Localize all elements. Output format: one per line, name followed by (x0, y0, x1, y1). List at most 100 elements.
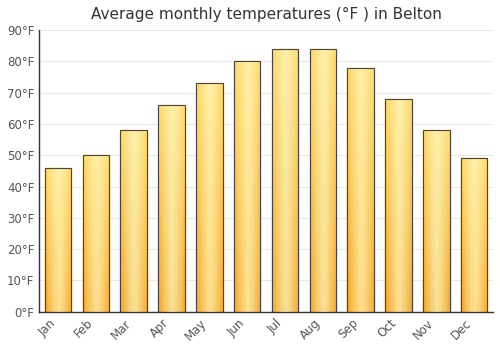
Bar (348, 256, 374, 258)
Bar (461, 284, 487, 286)
Bar (82, 302, 109, 304)
Bar (169, 105, 170, 312)
Bar (310, 93, 336, 96)
Bar (243, 61, 244, 312)
Bar (234, 66, 260, 69)
Bar (196, 300, 222, 303)
Bar (158, 258, 185, 260)
Bar (272, 280, 298, 283)
Bar (310, 49, 336, 51)
Bar (386, 105, 411, 107)
Bar (348, 224, 374, 226)
Bar (120, 206, 147, 208)
Bar (423, 295, 450, 297)
Bar (423, 201, 450, 203)
Bar (158, 192, 185, 194)
Bar (461, 178, 487, 180)
Bar (348, 248, 374, 251)
Bar (272, 125, 298, 128)
Bar (348, 107, 374, 109)
Bar (461, 212, 487, 214)
Bar (196, 195, 222, 197)
Bar (120, 299, 147, 301)
Bar (158, 107, 185, 109)
Bar (120, 259, 147, 261)
Bar (310, 206, 336, 209)
Bar (45, 263, 72, 264)
Bar (310, 122, 336, 125)
Bar (158, 105, 185, 312)
Bar (143, 130, 144, 312)
Bar (466, 159, 467, 312)
Bar (272, 212, 298, 215)
Bar (423, 130, 450, 132)
Bar (167, 105, 168, 312)
Bar (45, 309, 72, 310)
Bar (82, 233, 109, 235)
Bar (444, 130, 445, 312)
Bar (386, 205, 411, 208)
Bar (120, 212, 147, 214)
Bar (272, 230, 298, 233)
Title: Average monthly temperatures (°F ) in Belton: Average monthly temperatures (°F ) in Be… (90, 7, 442, 22)
Bar (82, 201, 109, 202)
Bar (130, 130, 131, 312)
Bar (45, 175, 72, 176)
Bar (397, 99, 398, 312)
Bar (423, 214, 450, 216)
Bar (45, 294, 72, 296)
Bar (165, 105, 166, 312)
Bar (386, 273, 411, 275)
Bar (136, 130, 137, 312)
Bar (409, 99, 410, 312)
Bar (348, 190, 374, 192)
Bar (120, 270, 147, 272)
Bar (348, 241, 374, 243)
Bar (120, 236, 147, 237)
Bar (158, 279, 185, 281)
Bar (45, 254, 72, 256)
Bar (461, 309, 487, 310)
Bar (386, 310, 411, 312)
Bar (144, 130, 145, 312)
Bar (120, 263, 147, 265)
Bar (348, 204, 374, 207)
Bar (82, 182, 109, 183)
Bar (120, 205, 147, 206)
Bar (82, 226, 109, 227)
Bar (45, 197, 72, 198)
Bar (348, 114, 374, 117)
Bar (216, 83, 218, 312)
Bar (391, 99, 392, 312)
Bar (234, 129, 260, 132)
Bar (272, 178, 298, 180)
Bar (45, 205, 72, 206)
Bar (82, 277, 109, 279)
Bar (196, 122, 222, 124)
Bar (120, 148, 147, 150)
Bar (234, 244, 260, 247)
Bar (272, 191, 298, 194)
Bar (461, 310, 487, 312)
Bar (461, 208, 487, 209)
Bar (407, 99, 408, 312)
Bar (82, 166, 109, 168)
Bar (126, 130, 127, 312)
Bar (348, 280, 374, 282)
Bar (50, 168, 51, 312)
Bar (196, 140, 222, 143)
Bar (423, 132, 450, 134)
Bar (234, 237, 260, 239)
Bar (158, 130, 185, 132)
Bar (461, 218, 487, 220)
Bar (272, 243, 298, 246)
Bar (120, 165, 147, 167)
Bar (196, 88, 222, 90)
Bar (368, 68, 370, 312)
Bar (120, 150, 147, 152)
Bar (196, 225, 222, 227)
Bar (430, 130, 431, 312)
Bar (196, 193, 222, 195)
Bar (423, 145, 450, 147)
Bar (158, 163, 185, 165)
